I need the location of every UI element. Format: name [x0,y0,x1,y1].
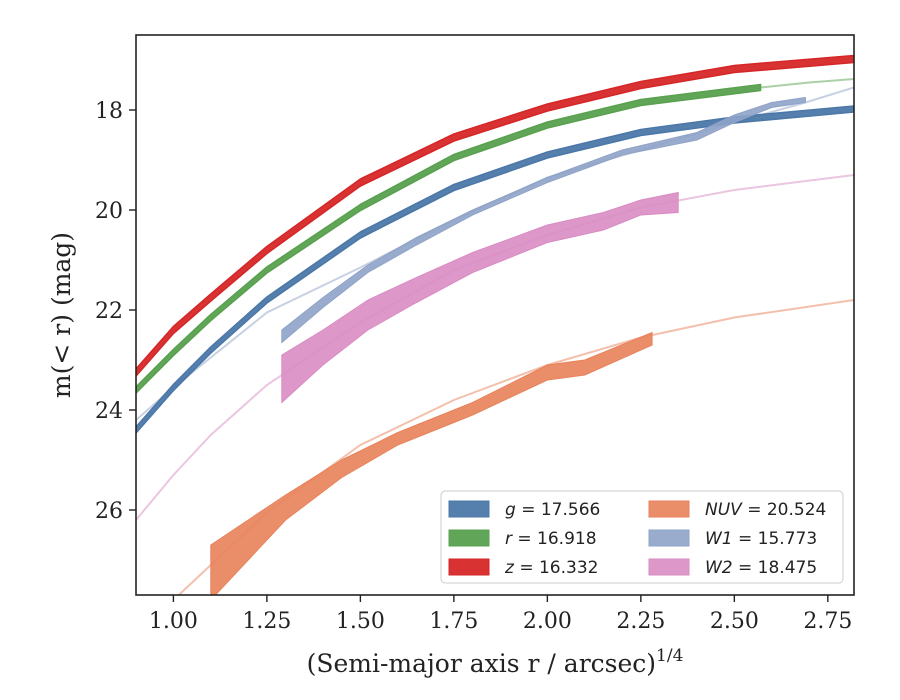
legend-items: g = 17.566 r = 16.918 z = 16.332 NUV = 20.5… [448,500,826,578]
legend-swatch-w2 [648,558,690,576]
x-tick-label: 2.50 [710,609,759,634]
measured-bands [136,54,854,595]
y-tick-label: 22 [95,299,123,324]
x-tick-label: 1.00 [149,609,198,634]
measured-band-w1 [281,96,806,344]
x-axis-title-exponent: 1/4 [656,646,683,666]
model-curve-w2 [136,174,854,521]
measured-band-nuv [210,331,653,595]
x-tick-label: 2.00 [523,609,572,634]
model-curve-r [759,78,854,89]
y-tick-label: 24 [95,399,123,424]
legend-swatch-z [448,558,490,576]
plot-area [136,54,854,595]
legend-label-w2: W2 = 18.475 [705,558,817,578]
legend-box [440,490,844,584]
y-tick-label: 26 [95,499,123,524]
legend-label-w1: W1 = 15.773 [705,529,817,549]
legend-swatch-r [448,529,490,547]
measured-band-z [136,54,854,377]
legend-label-z: z = 16.332 [504,558,598,578]
plot-frame [135,34,855,596]
measured-band-r [136,83,762,394]
x-tick-label: 2.25 [616,609,665,634]
legend-label-g: g = 17.566 [505,500,600,520]
x-tick-label: 2.75 [803,609,852,634]
legend: g = 17.566 r = 16.918 z = 16.332 NUV = 20.5… [440,490,844,584]
y-axis-ticks: 18 20 22 24 26 [95,99,136,524]
legend-swatch-nuv [648,500,690,518]
measured-band-g [136,105,854,434]
y-tick-label: 20 [95,199,123,224]
x-tick-label: 1.50 [336,609,385,634]
legend-swatch-g [448,500,490,518]
y-axis-title: m(< r) (mag) [47,232,76,398]
legend-label-r: r = 16.918 [505,529,597,549]
legend-label-nuv: NUV = 20.524 [705,500,826,520]
x-axis-title: (Semi-major axis r / arcsec)1/4 [307,646,684,678]
model-curve-nuv [177,299,854,595]
y-tick-label: 18 [95,99,123,124]
x-axis-ticks: 1.00 1.25 1.50 1.75 2.00 2.25 2.50 2.75 [149,595,852,634]
x-tick-label: 1.75 [429,609,478,634]
x-tick-label: 1.25 [242,609,291,634]
measured-band-w2 [281,191,679,404]
legend-swatch-w1 [648,529,690,547]
